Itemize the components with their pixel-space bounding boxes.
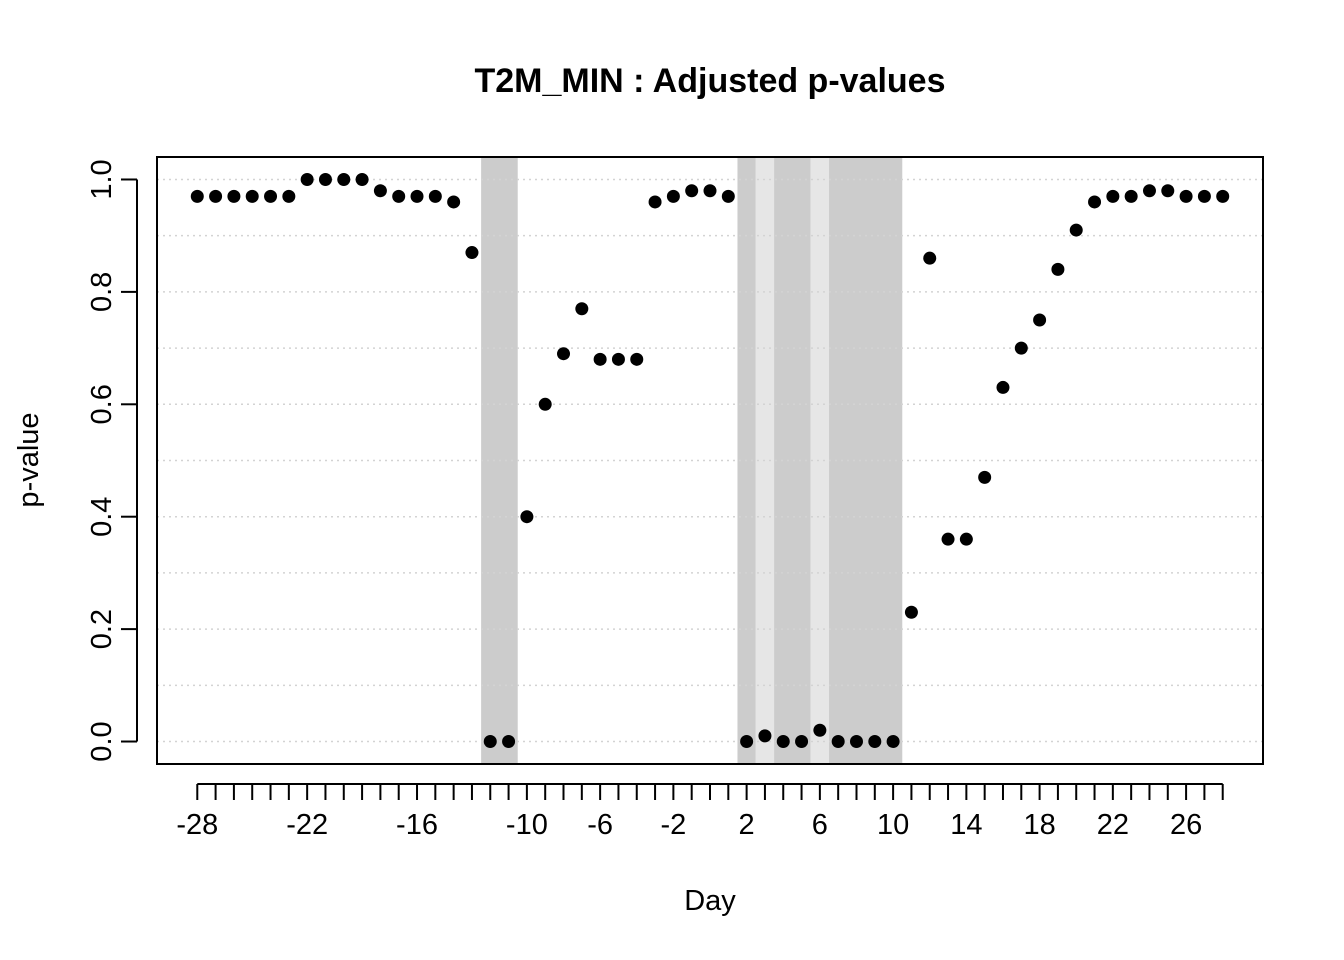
data-point [923, 251, 937, 265]
data-point [941, 532, 955, 546]
data-point [795, 735, 809, 749]
chart-title: T2M_MIN : Adjusted p-values [474, 62, 945, 100]
data-point [355, 172, 369, 186]
x-tick-label: -2 [660, 809, 686, 841]
data-point [703, 184, 717, 198]
x-tick-label: 14 [950, 809, 982, 841]
x-tick-label: 6 [812, 809, 828, 841]
data-point [849, 735, 863, 749]
y-axis: 0.0 0.2 0.4 0.6 0.8 1.0 [86, 159, 138, 762]
x-tick-label: 18 [1023, 809, 1055, 841]
data-point [538, 397, 552, 411]
y-tick-label: 0.8 [86, 272, 118, 312]
y-axis-label: p-value [13, 412, 45, 507]
x-tick-label: -22 [286, 809, 328, 841]
data-point [593, 352, 607, 366]
data-point [428, 189, 442, 203]
plot-frame [156, 156, 1264, 765]
data-point [1014, 341, 1028, 355]
data-point [465, 246, 479, 260]
data-point [1142, 184, 1156, 198]
data-point [410, 189, 424, 203]
data-point [1088, 195, 1102, 209]
x-tick-label: -6 [587, 809, 613, 841]
data-points [190, 172, 1230, 749]
data-point [337, 172, 351, 186]
data-point [611, 352, 625, 366]
data-point [282, 189, 296, 203]
data-point [758, 729, 772, 743]
x-tick-label: 10 [877, 809, 909, 841]
data-point [886, 735, 900, 749]
y-tick-label: 0.6 [86, 384, 118, 424]
data-point [721, 189, 735, 203]
data-point [904, 605, 918, 619]
data-point [190, 189, 204, 203]
data-point [959, 532, 973, 546]
data-point [996, 380, 1010, 394]
data-point [483, 735, 497, 749]
grid-lines [157, 178, 1263, 743]
data-point [630, 352, 644, 366]
data-point [1161, 184, 1175, 198]
data-point [740, 735, 754, 749]
x-tick-label: -28 [176, 809, 218, 841]
x-tick-label: -10 [506, 809, 548, 841]
shaded-region [810, 157, 830, 764]
data-point [520, 510, 534, 524]
data-point [776, 735, 790, 749]
x-tick-label: 2 [739, 809, 755, 841]
data-point [318, 172, 332, 186]
data-point [245, 189, 259, 203]
y-tick-label: 0.0 [86, 721, 118, 761]
data-point [1033, 313, 1047, 327]
x-tick-label: -16 [396, 809, 438, 841]
data-point [648, 195, 662, 209]
data-point [392, 189, 406, 203]
data-point [373, 184, 387, 198]
y-tick-label: 0.2 [86, 609, 118, 649]
shaded-region [774, 157, 811, 764]
data-point [813, 723, 827, 737]
x-tick-label: 26 [1170, 809, 1202, 841]
data-point [1197, 189, 1211, 203]
x-axis: -28 -22 -16 -10 -6 -2 2 6 10 14 18 22 26 [176, 783, 1224, 841]
data-point [1179, 189, 1193, 203]
data-point [1124, 189, 1138, 203]
data-point [209, 189, 223, 203]
data-point [447, 195, 461, 209]
data-point [685, 184, 699, 198]
x-axis-label: Day [684, 885, 736, 917]
data-point [831, 735, 845, 749]
data-point [300, 172, 314, 186]
data-point [978, 470, 992, 484]
data-point [557, 347, 571, 361]
data-point [666, 189, 680, 203]
data-point [868, 735, 882, 749]
data-point [502, 735, 516, 749]
y-tick-label: 0.4 [86, 497, 118, 537]
data-point [1106, 189, 1120, 203]
y-tick-label: 1.0 [86, 159, 118, 199]
data-point [575, 302, 589, 316]
data-point [1051, 262, 1065, 276]
data-point [1069, 223, 1083, 237]
data-point [1216, 189, 1230, 203]
data-point [227, 189, 241, 203]
x-tick-label: 22 [1097, 809, 1129, 841]
data-point [264, 189, 278, 203]
